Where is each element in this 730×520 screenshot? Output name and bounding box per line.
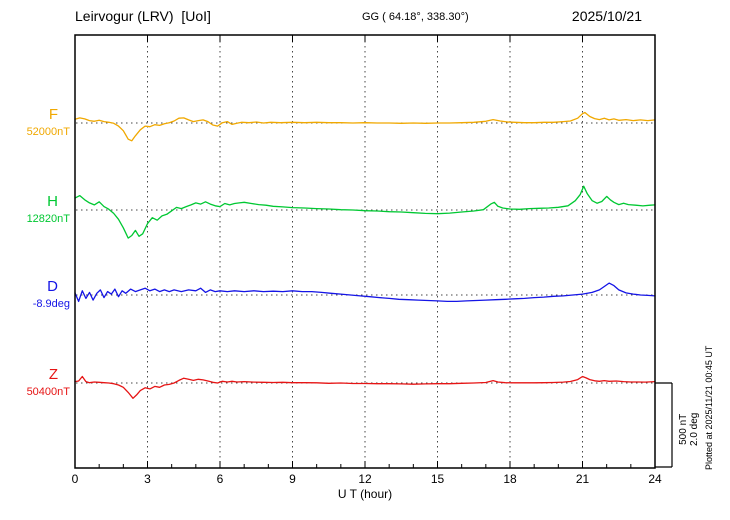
trace-F (74, 111, 656, 142)
plotted-timestamp: Plotted at 2025/11/21 00:45 UT (704, 345, 714, 470)
x-tick-label: 24 (648, 472, 662, 486)
trace-baseline-value-F: 52000nT (26, 126, 70, 138)
x-tick-label: 9 (289, 472, 296, 486)
scale-bar-label: 500 nT 2.0 deg (678, 413, 700, 446)
gg-coordinates: GG ( 64.18°, 338.30°) (362, 11, 469, 23)
x-tick-label: 21 (575, 472, 590, 486)
x-tick-label: 6 (216, 472, 224, 486)
x-tick-label: 18 (503, 472, 517, 486)
scale-bar-nt: 500 nT (678, 413, 689, 445)
plot-date: 2025/10/21 (571, 8, 642, 24)
x-tick-label: 12 (358, 472, 372, 486)
trace-label-F: F (48, 106, 58, 123)
trace-baseline-value-H: 12820nT (26, 213, 70, 225)
trace-label-Z: Z (48, 366, 58, 383)
station-title: Leirvogur (LRV) [UoI] (75, 8, 211, 24)
trace-baseline-value-D: -8.9deg (32, 298, 70, 310)
trace-H (74, 185, 656, 239)
trace-D (74, 282, 656, 303)
x-tick-label: 15 (430, 472, 445, 486)
trace-Z (74, 375, 656, 399)
x-tick-label: 0 (71, 472, 79, 486)
scale-bar-deg: 2.0 deg (689, 412, 700, 446)
trace-label-H: H (47, 193, 58, 210)
trace-baseline-value-Z: 50400nT (26, 386, 70, 398)
x-axis-title: U T (hour) (337, 487, 393, 501)
plot-frame (74, 34, 656, 469)
trace-label-D: D (47, 278, 58, 295)
x-tick-label: 3 (144, 472, 151, 486)
